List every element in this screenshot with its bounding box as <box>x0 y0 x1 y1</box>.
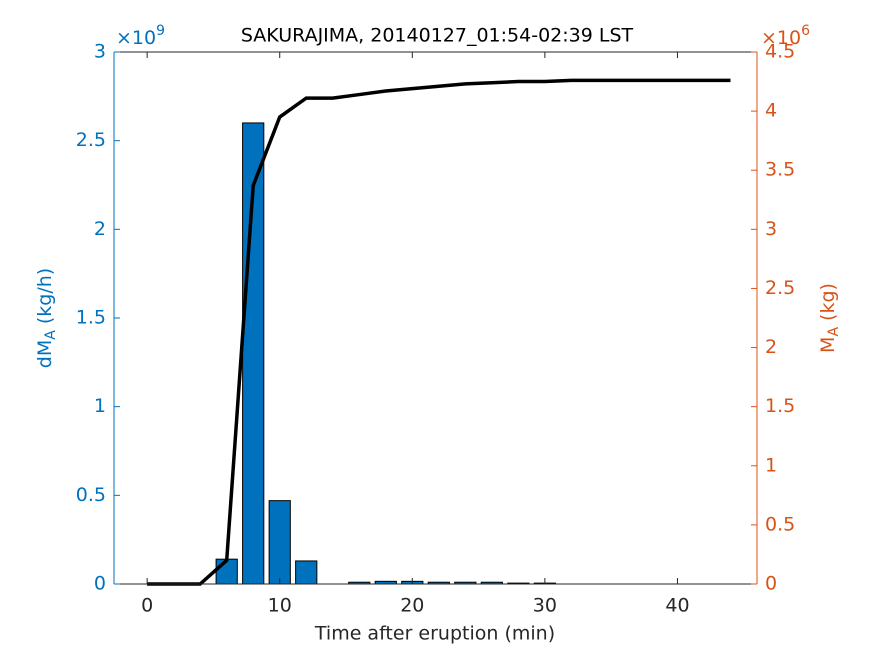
x-axis-label: Time after eruption (min) <box>314 623 555 645</box>
bar <box>268 500 291 585</box>
y2-axis-label-sub: A <box>826 327 842 337</box>
y-tick-label: 1.5 <box>76 307 106 329</box>
y2-tick-label: 1 <box>765 454 777 476</box>
y2-tick-label: 3.5 <box>765 159 795 181</box>
y-axis-label-sub: A <box>43 330 59 340</box>
y2-axis-label: MA (kg) <box>817 283 843 353</box>
y2-tick-label: 0 <box>765 573 777 595</box>
y2-tick-label: 1.5 <box>765 395 795 417</box>
y2-axis-label-main: M <box>817 337 839 353</box>
y2-multiplier-base: ×10 <box>761 27 801 49</box>
y2-tick-label: 4 <box>765 100 777 122</box>
y2-tick-label: 3 <box>765 218 777 240</box>
y2-tick-label: 0.5 <box>765 513 795 535</box>
x-tick-label: 40 <box>665 595 689 617</box>
y2-axis-label-unit: (kg) <box>817 283 839 321</box>
y-axis-label-main: dM <box>34 340 56 368</box>
y2-multiplier: ×106 <box>761 23 810 49</box>
y2-tick-label: 4.5 <box>765 41 795 63</box>
y2-tick-label: 2 <box>765 336 777 358</box>
y-multiplier-power: 9 <box>156 23 165 39</box>
y-tick-label: 1 <box>94 395 106 417</box>
x-tick-label: 10 <box>268 595 292 617</box>
bar <box>215 558 238 585</box>
x-tick-label: 0 <box>141 595 153 617</box>
y-multiplier: ×109 <box>116 23 165 49</box>
y-tick-label: 0.5 <box>76 484 106 506</box>
y-tick-label: 3 <box>94 41 106 63</box>
line <box>147 78 731 586</box>
bar <box>295 560 318 585</box>
y-multiplier-base: ×10 <box>116 27 156 49</box>
y-axis-label-unit: (kg/h) <box>34 268 56 324</box>
x-tick-label: 20 <box>400 595 424 617</box>
y-tick-label: 2 <box>94 218 106 240</box>
y-tick-label: 2.5 <box>76 129 106 151</box>
y2-tick-label: 2.5 <box>765 277 795 299</box>
x-tick-label: 30 <box>533 595 557 617</box>
y-axis-label: dMA (kg/h) <box>34 268 60 368</box>
y2-multiplier-power: 6 <box>801 23 810 39</box>
chart-title: SAKURAJIMA, 20140127_01:54-02:39 LST <box>241 25 634 47</box>
y-tick-label: 0 <box>94 573 106 595</box>
